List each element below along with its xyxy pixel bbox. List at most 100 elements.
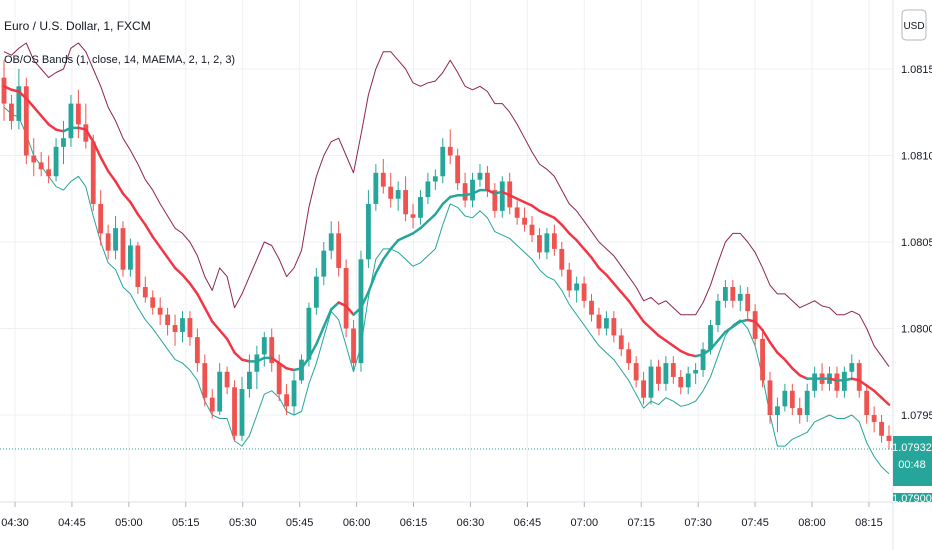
chart-title[interactable]: Euro / U.S. Dollar, 1, FXCM (4, 19, 151, 33)
candle-up (715, 293, 721, 332)
ma-segment (121, 192, 132, 204)
candle-body (789, 390, 795, 409)
currency-button[interactable]: USD (901, 9, 927, 41)
ma-segment (657, 334, 668, 342)
candle-body (752, 311, 758, 339)
candle-down (752, 304, 758, 346)
candle-up (700, 342, 706, 377)
ma-segment (523, 200, 534, 207)
ma-segment (716, 330, 727, 342)
price-tick-label: 1.08100 (901, 151, 932, 163)
ma-segment (850, 377, 861, 382)
ma-segment (486, 188, 497, 195)
ma-segment (367, 271, 378, 294)
candle-body (217, 371, 223, 412)
candle-down (388, 172, 394, 208)
candle-body (678, 376, 684, 388)
candle-down (447, 129, 453, 165)
candle-body (633, 363, 639, 381)
ma-segment (858, 379, 868, 387)
indicator-label[interactable]: OB/OS Bands (1, close, 14, MAEMA, 2, 1, … (4, 54, 235, 66)
candle-down (165, 307, 171, 336)
candle-body (61, 138, 66, 147)
ma-segment (724, 325, 735, 334)
candle-body (484, 172, 490, 191)
time-tick-label: 05:30 (229, 517, 257, 529)
candle-down (157, 297, 163, 326)
ma-segment (493, 190, 504, 195)
candle-body (737, 293, 743, 301)
current-price-label: 1.07932 00:48 1.07900 (892, 436, 932, 505)
ma-segment (538, 209, 549, 216)
ma-segment (441, 195, 452, 206)
candle-body (455, 155, 461, 184)
ma-segment (791, 367, 802, 377)
candle-body (447, 146, 453, 156)
candle-down (656, 359, 661, 391)
candle-down (194, 328, 200, 372)
candle-down (343, 259, 349, 338)
candle-down (566, 262, 572, 298)
price-tick-label: 1.08050 (901, 237, 932, 249)
candle-down (410, 203, 416, 229)
time-tick-label: 04:30 (1, 517, 29, 529)
candle-body (291, 380, 297, 407)
candle-body (566, 269, 572, 291)
candle-up (574, 276, 580, 303)
candle-down (135, 242, 141, 294)
ma-segment (597, 266, 608, 277)
ma-segment (225, 337, 236, 354)
candle-down (284, 383, 290, 415)
candle-up (53, 138, 59, 182)
ma-segment (106, 169, 117, 183)
ma-segment (448, 194, 459, 199)
candle-down (834, 366, 840, 398)
time-tick-label: 06:45 (514, 517, 542, 529)
candle-down (589, 293, 594, 322)
candle-down (31, 138, 37, 177)
ma-segment (553, 216, 564, 226)
ma-segment (798, 373, 809, 380)
candle-down (209, 389, 215, 419)
time-axis[interactable]: 04:30 04:45 05:00 05:15 05:30 05:45 06:00 06:15… (1, 502, 883, 529)
ma-segment (634, 309, 645, 323)
candle-body (328, 233, 334, 251)
candle-up (685, 366, 691, 395)
ma-segment (77, 126, 88, 131)
candle-body (418, 197, 423, 218)
candle-body (90, 141, 96, 204)
candle-body (321, 250, 327, 277)
candle-up (722, 280, 728, 308)
ma-segment (612, 282, 623, 294)
candle-up (737, 285, 743, 312)
time-tick-label: 07:00 (571, 517, 599, 529)
ma-segment (196, 292, 207, 309)
candle-body (708, 325, 713, 350)
candle-body (165, 314, 171, 326)
candle-down (626, 342, 632, 371)
candle-body (142, 286, 148, 298)
ma-segment (582, 247, 593, 259)
candle-body (871, 415, 877, 422)
candle-down (484, 165, 490, 198)
candle-down (559, 242, 565, 277)
candle-down (232, 380, 237, 441)
candle-body (75, 103, 81, 125)
candle-body (105, 233, 111, 251)
candle-down (224, 366, 230, 395)
candle-up (217, 363, 223, 415)
candle-up (395, 181, 401, 211)
candle-up (365, 190, 371, 268)
candle-down (641, 371, 646, 405)
grid (0, 0, 893, 502)
candle-down (98, 190, 104, 246)
ma-segment (144, 223, 154, 239)
candle-body (351, 328, 356, 364)
candle-body (224, 371, 230, 388)
candle-up (113, 216, 118, 260)
ma-segment (709, 339, 720, 351)
candle-body (284, 394, 290, 407)
ma-segment (114, 180, 125, 195)
